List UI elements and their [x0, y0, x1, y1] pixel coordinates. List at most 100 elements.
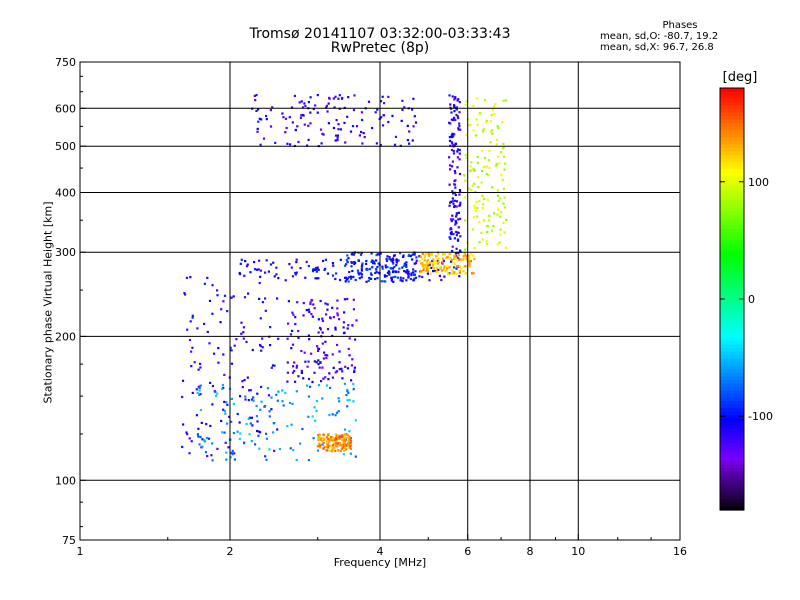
colorbar-segment — [720, 98, 744, 103]
echo-point — [463, 174, 466, 177]
echo-point — [248, 416, 251, 419]
echo-point — [336, 139, 339, 142]
echo-point — [322, 447, 325, 450]
echo-point — [431, 264, 434, 267]
echo-point — [448, 204, 451, 207]
echo-point — [455, 255, 458, 258]
echo-point — [476, 123, 479, 126]
echo-point — [331, 446, 334, 449]
echo-point — [459, 266, 462, 269]
echo-point — [201, 445, 204, 448]
colorbar-segment — [720, 274, 744, 279]
echo-point — [334, 134, 338, 137]
colorbar-segment — [720, 256, 744, 261]
echo-point — [326, 449, 329, 452]
echo-point — [453, 116, 456, 119]
echo-point — [324, 258, 327, 261]
echo-point — [393, 266, 396, 269]
colorbar-segment — [720, 337, 744, 342]
echo-point — [189, 320, 192, 323]
echo-point — [503, 168, 506, 171]
echo-point — [231, 449, 234, 452]
echo-point — [265, 437, 268, 440]
echo-point — [504, 246, 507, 249]
echo-point — [355, 319, 358, 322]
echo-point — [457, 231, 460, 234]
echo-point — [371, 266, 374, 269]
x-tick-label: 4 — [377, 545, 384, 558]
echo-point — [307, 138, 310, 141]
echo-point — [233, 344, 236, 347]
echo-point — [406, 124, 409, 127]
echo-point — [351, 324, 354, 327]
echo-point — [442, 259, 445, 263]
echo-point — [348, 354, 351, 357]
y-tick-label: 600 — [55, 102, 76, 115]
echo-point — [458, 189, 462, 192]
echo-point — [455, 113, 458, 117]
echo-point — [291, 275, 295, 278]
echo-point — [331, 436, 334, 439]
echo-point — [450, 258, 453, 262]
echo-point — [347, 347, 350, 350]
echo-point — [464, 103, 467, 106]
echo-point — [375, 142, 378, 145]
echo-point — [421, 275, 424, 279]
echo-point — [467, 254, 470, 257]
echo-point — [468, 265, 471, 268]
echo-point — [303, 102, 306, 105]
echo-point — [267, 394, 271, 397]
echo-point — [455, 215, 458, 218]
colorbar-segment — [720, 186, 744, 191]
echo-point — [399, 276, 402, 279]
echo-point — [336, 136, 339, 139]
echo-point — [375, 254, 378, 257]
echo-point — [265, 432, 268, 435]
echo-point — [491, 186, 494, 189]
colorbar-segment — [720, 397, 744, 402]
echo-point — [342, 321, 345, 324]
echo-point — [405, 263, 408, 267]
echo-point — [338, 441, 342, 444]
echo-point — [494, 103, 497, 106]
echo-point — [423, 263, 426, 266]
echo-point — [185, 431, 188, 434]
echo-point — [398, 267, 401, 270]
echo-point — [473, 257, 476, 261]
echo-point — [342, 435, 345, 438]
echo-point — [190, 350, 193, 353]
colorbar-segment — [720, 351, 744, 356]
echo-point — [240, 332, 243, 335]
echo-point — [486, 198, 489, 201]
echo-point — [307, 101, 310, 104]
echo-point — [453, 170, 456, 173]
echo-point — [323, 438, 326, 441]
echo-point — [198, 443, 201, 446]
echo-point — [181, 379, 185, 382]
echo-point — [348, 276, 351, 279]
echo-point — [388, 258, 391, 261]
colorbar-segment — [720, 154, 744, 159]
echo-point — [343, 382, 346, 385]
echo-point — [458, 101, 461, 104]
echo-point — [259, 143, 262, 146]
echo-point — [295, 261, 298, 264]
echo-point — [268, 415, 271, 418]
echo-point — [230, 451, 233, 454]
echo-point — [458, 264, 461, 268]
echo-point — [281, 112, 284, 115]
echo-point — [203, 439, 206, 442]
echo-point — [256, 268, 259, 271]
echo-point — [488, 214, 491, 217]
echo-point — [503, 206, 506, 209]
echo-point — [420, 270, 423, 273]
echo-point — [379, 100, 383, 103]
echo-point — [198, 386, 201, 390]
echo-point — [225, 401, 228, 404]
echo-point — [336, 134, 339, 137]
echo-point — [440, 278, 443, 282]
echo-point — [267, 270, 270, 273]
colorbar-tick-label: -100 — [748, 410, 773, 423]
echo-point — [206, 276, 209, 279]
echo-point — [264, 271, 267, 274]
